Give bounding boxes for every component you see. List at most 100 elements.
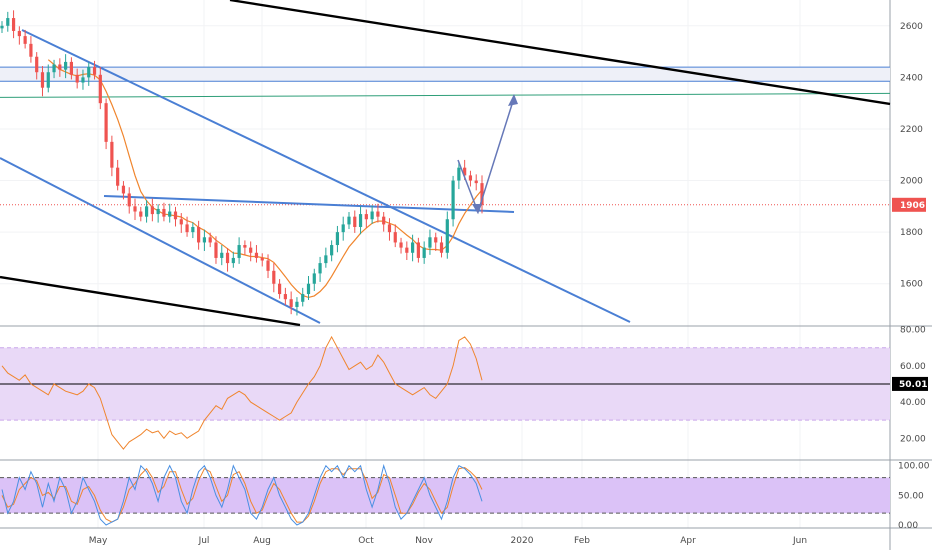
stoch-tick-label: 0.00 (898, 521, 918, 531)
candle-body (162, 208, 166, 217)
candle-body (231, 257, 235, 264)
long-term-support-line (0, 275, 301, 327)
candle-body (393, 232, 397, 243)
rsi-tick-label: 40.00 (900, 398, 926, 408)
candle-body (434, 237, 438, 243)
candle-body (312, 273, 316, 284)
candle-body (474, 180, 478, 184)
candle-body (306, 283, 311, 295)
candle-body (202, 237, 207, 243)
candle-body (283, 294, 287, 300)
candle-body (289, 299, 293, 307)
price-tick-label: 1800 (900, 228, 923, 238)
candle-body (139, 211, 143, 217)
projection-arrow (457, 94, 518, 215)
trendlines (0, 0, 891, 327)
candle-body (110, 141, 114, 168)
price-axis[interactable]: 2600 2400 2200 2000 1800 1600 1906 80.00 60.00 40… (892, 22, 930, 531)
candle-body (58, 64, 62, 70)
candle-body (422, 247, 426, 258)
candle-body (150, 206, 154, 215)
time-axis-label: Apr (680, 536, 696, 546)
candlestick-series (0, 10, 484, 316)
candle-body (451, 180, 455, 220)
stoch-tick-label: 50.00 (898, 491, 924, 501)
candle-body (324, 255, 328, 264)
time-axis[interactable]: May Jul Aug Oct Nov 2020 Feb Apr Jun (89, 536, 807, 546)
candle-body (75, 74, 79, 83)
candle-body (225, 252, 230, 264)
candle-body (358, 214, 363, 227)
time-axis-label: Feb (574, 536, 590, 546)
resistance-zones (0, 66, 891, 206)
candle-body (179, 219, 183, 225)
rsi-value-badge (892, 376, 928, 391)
candle-body (387, 224, 392, 233)
candle-body (156, 208, 160, 215)
candle-body (220, 252, 224, 258)
candle-body (376, 211, 380, 217)
projection-arrowhead (508, 94, 518, 106)
candle-body (104, 103, 108, 142)
candle-body (6, 18, 10, 26)
time-axis-label: May (89, 536, 108, 546)
rsi-tick-label: 60.00 (900, 362, 926, 372)
candle-body (254, 252, 259, 258)
candle-body (457, 167, 461, 181)
candle-body (144, 206, 149, 217)
resistance-zone (0, 67, 890, 82)
time-axis-label: Nov (415, 536, 433, 546)
candle-body (11, 18, 16, 31)
candle-body (243, 245, 247, 248)
candle-body (17, 30, 21, 37)
stoch-tick-label: 100.00 (898, 462, 930, 472)
price-tick-label: 2600 (900, 22, 923, 32)
candle-body (173, 211, 178, 220)
channel-upper-line (21, 29, 631, 323)
candle-body (40, 72, 45, 88)
rsi-tick-label: 80.00 (900, 326, 926, 336)
projection-path (457, 97, 515, 215)
candle-body (208, 237, 212, 243)
candle-body (98, 74, 102, 104)
price-tick-label: 2400 (900, 73, 923, 83)
candle-body (116, 167, 120, 186)
candle-body (52, 64, 56, 73)
candle-body (382, 216, 386, 225)
candle-body (428, 237, 432, 248)
candle-body (81, 77, 85, 83)
candle-body (295, 301, 299, 307)
price-tick-label: 1600 (900, 280, 923, 290)
candle-body (64, 61, 68, 70)
candle-body (260, 257, 264, 261)
projection-arrowhead (472, 204, 482, 214)
candle-body (127, 193, 131, 207)
candle-body (301, 294, 305, 302)
candle-body (463, 167, 467, 176)
candle-body (272, 270, 276, 284)
candle-body (347, 216, 351, 225)
candle-body (439, 242, 444, 253)
candle-body (0, 25, 4, 29)
horizontal-level-green (0, 92, 891, 98)
moving-average-path (47, 59, 483, 299)
time-axis-label: Aug (253, 536, 271, 546)
stoch-d-line (1, 466, 483, 523)
channel-lower-line (0, 157, 321, 324)
candle-body (69, 61, 73, 75)
candle-body (318, 263, 322, 274)
last-price-badge-text: 1906 (900, 201, 925, 211)
candle-body (399, 242, 403, 248)
candle-body (416, 242, 420, 258)
rsi-value-badge-text: 50.01 (899, 380, 927, 390)
rsi-tick-label: 20.00 (900, 434, 926, 444)
candle-body (168, 211, 172, 217)
candle-body (480, 183, 484, 205)
candle-body (87, 67, 91, 78)
price-tick-label: 2000 (900, 177, 923, 187)
rsi-panel (0, 335, 890, 450)
candle-body (185, 224, 189, 233)
candle-body (277, 283, 282, 295)
